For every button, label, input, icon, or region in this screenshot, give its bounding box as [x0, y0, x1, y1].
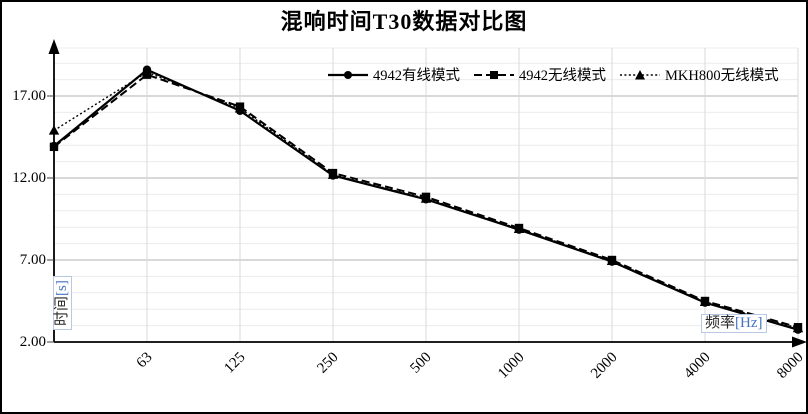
x-axis-arrow-icon: [792, 336, 806, 348]
data-point-marker-square: [607, 255, 617, 265]
chart-title: 混响时间T30数据对比图: [280, 9, 528, 34]
data-point-marker-square: [235, 102, 245, 111]
data-point-marker-triangle: [48, 125, 60, 135]
y-axis-arrow-icon: [48, 39, 60, 54]
data-point-marker-square: [793, 323, 803, 332]
data-point-marker-square: [421, 192, 431, 202]
data-point-marker-square: [49, 142, 59, 152]
legend-item-4942-wired: 4942有线模式: [328, 64, 460, 85]
legend-marker-dashed-square-icon: [474, 70, 514, 79]
legend-sample-marker: [635, 69, 645, 79]
data-point-marker-square: [328, 168, 338, 178]
legend-label: MKH800无线模式: [665, 68, 779, 84]
legend-item-4942-wireless: 4942无线模式: [474, 64, 606, 85]
legend: 4942有线模式 4942无线模式 MKH800无线模式: [328, 64, 779, 85]
legend-label: 4942无线模式: [519, 68, 606, 84]
y-axis-tick-label: 2.00: [19, 334, 46, 350]
legend-sample-marker: [344, 70, 352, 79]
x-axis-unit: [Hz]: [735, 315, 763, 331]
data-point-marker-square: [142, 70, 152, 79]
data-point-marker-square: [700, 296, 710, 306]
y-axis-tick-label: 12.00: [12, 170, 46, 186]
y-axis-title-text: 时间: [54, 295, 70, 326]
legend-item-mkh800-wireless: MKH800无线模式: [620, 64, 779, 85]
y-axis-title: 时间[s]: [53, 276, 72, 330]
legend-label: 4942有线模式: [373, 68, 460, 84]
legend-marker-solid-circle-icon: [328, 70, 368, 79]
x-axis-title: 频率[Hz]: [701, 314, 767, 333]
y-axis-unit: [s]: [54, 280, 70, 296]
y-axis-tick-label: 17.00: [12, 88, 46, 104]
y-axis-tick-label: 7.00: [19, 252, 46, 268]
series-4942无线模式: [49, 70, 803, 332]
x-axis-title-text: 频率: [705, 315, 736, 331]
data-point-marker-square: [514, 223, 524, 233]
legend-marker-dotted-triangle-icon: [620, 69, 660, 79]
legend-sample-marker: [490, 70, 498, 79]
